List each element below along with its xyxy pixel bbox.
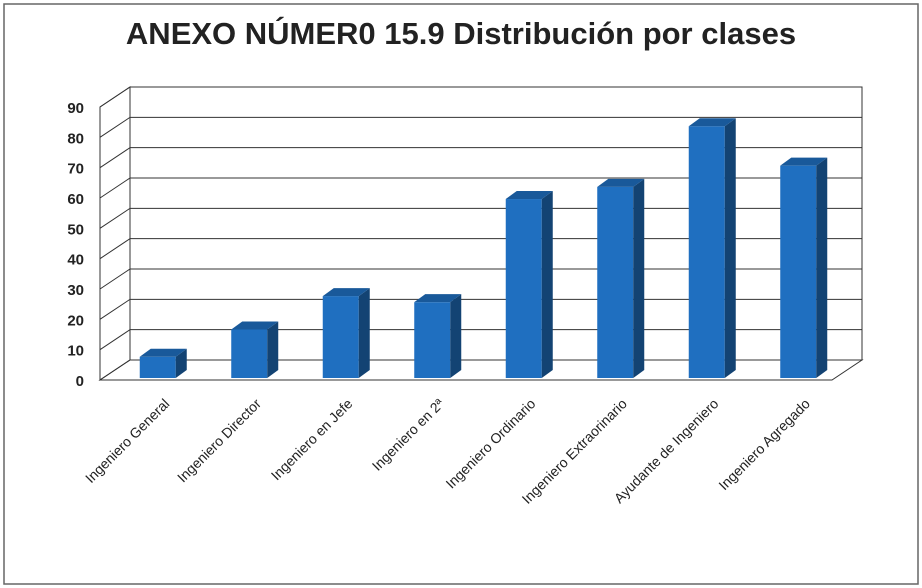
y-tick-label: 70 [67,161,84,178]
side-wall [99,86,131,381]
y-tick-label: 0 [76,373,84,390]
bar-top [414,294,462,303]
bar [597,178,645,378]
bar-top [597,178,645,187]
bar [688,118,736,378]
grid-line [99,177,862,199]
y-tick-label: 80 [67,130,84,147]
bar-side [358,288,370,378]
bar-top [688,118,736,127]
back-wall [129,86,863,361]
bar [505,191,553,378]
bar [231,321,279,378]
bar-front [505,199,542,378]
bar-side [450,294,462,378]
bar-side [633,178,645,378]
bar-front [688,126,725,378]
y-tick-label: 40 [67,252,84,269]
bar-top [231,321,279,330]
bar-front [780,165,817,378]
grid-line [99,116,862,138]
y-tick-label: 20 [67,312,84,329]
bar-front [139,356,176,378]
grid-line [99,147,862,169]
y-tick-label: 30 [67,282,84,299]
y-tick-label: 10 [67,343,84,360]
bar-side [816,157,828,378]
bar-side [724,118,736,378]
bar-front [597,186,634,378]
bar [414,294,462,378]
floor [98,359,864,381]
y-tick-label: 50 [67,221,84,238]
bar-front [231,329,268,378]
bar-side [267,321,279,378]
grid-line [99,86,862,108]
bar-front [414,302,451,378]
bar-top [505,191,553,200]
y-tick-label: 60 [67,191,84,208]
bar-top [139,348,187,357]
bar-side [541,191,553,378]
bar-top [780,157,828,166]
bar-top [322,288,370,297]
bar-front [322,296,359,378]
bar [139,348,187,378]
chart-title: ANEXO NÚMER0 15.9 Distribución por clase… [126,15,796,51]
y-tick-label: 90 [67,100,84,117]
bar [322,288,370,378]
bar-side [175,348,187,378]
bar [780,157,828,378]
